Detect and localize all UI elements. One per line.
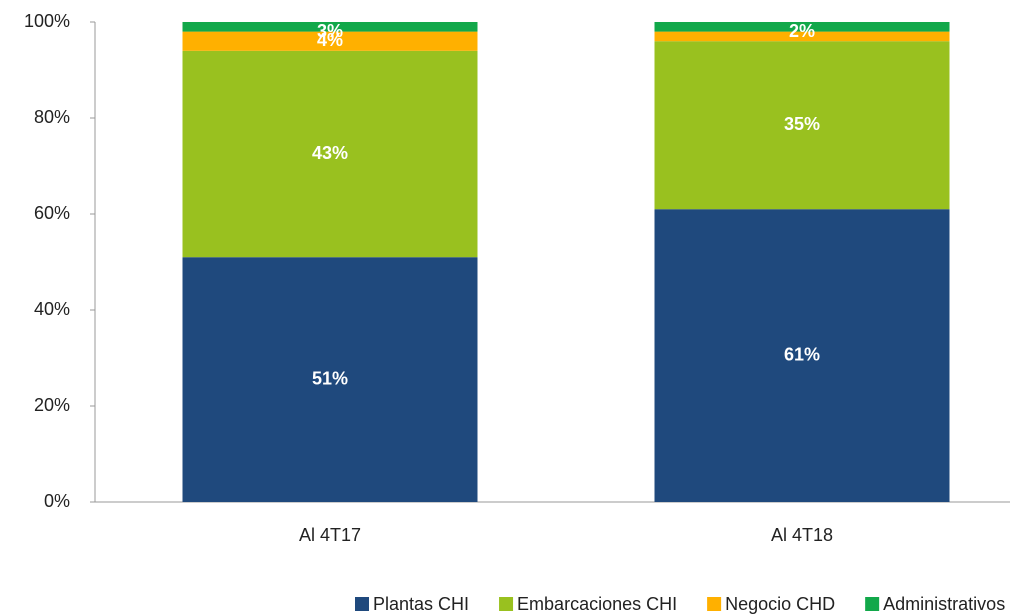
y-tick-label: 100%: [24, 11, 70, 31]
data-label: 43%: [312, 143, 348, 163]
data-label: 3%: [317, 21, 343, 41]
legend-swatch: [707, 597, 722, 611]
y-tick-label: 60%: [34, 203, 70, 223]
y-tick-label: 40%: [34, 299, 70, 319]
bar-segment: [182, 257, 478, 502]
data-label: 51%: [312, 368, 348, 388]
x-tick-label: Al 4T17: [299, 525, 361, 545]
bar-segment: [654, 209, 950, 502]
bar-segment: [654, 41, 950, 210]
bar-segment: [182, 31, 478, 51]
data-label: 35%: [784, 114, 820, 134]
x-tick-label: Al 4T18: [771, 525, 833, 545]
bar-segment: [654, 22, 950, 32]
data-label: 2%: [789, 21, 815, 41]
bar-segment: [182, 50, 478, 258]
legend-swatch: [865, 597, 880, 611]
y-tick-label: 20%: [34, 395, 70, 415]
legend-label: Embarcaciones CHI: [517, 594, 677, 614]
legend-label: Negocio CHD: [725, 594, 835, 614]
data-label: 61%: [784, 344, 820, 364]
y-tick-label: 0%: [44, 491, 70, 511]
legend-swatch: [355, 597, 369, 611]
bar-segment: [654, 31, 950, 42]
legend-swatch: [499, 597, 514, 611]
bars: [182, 22, 950, 502]
legend-label: Plantas CHI: [373, 594, 469, 614]
data-label: 4%: [317, 30, 343, 50]
legend-label: Administrativos: [883, 594, 1005, 614]
y-tick-label: 80%: [34, 107, 70, 127]
bar-segment: [182, 22, 478, 32]
